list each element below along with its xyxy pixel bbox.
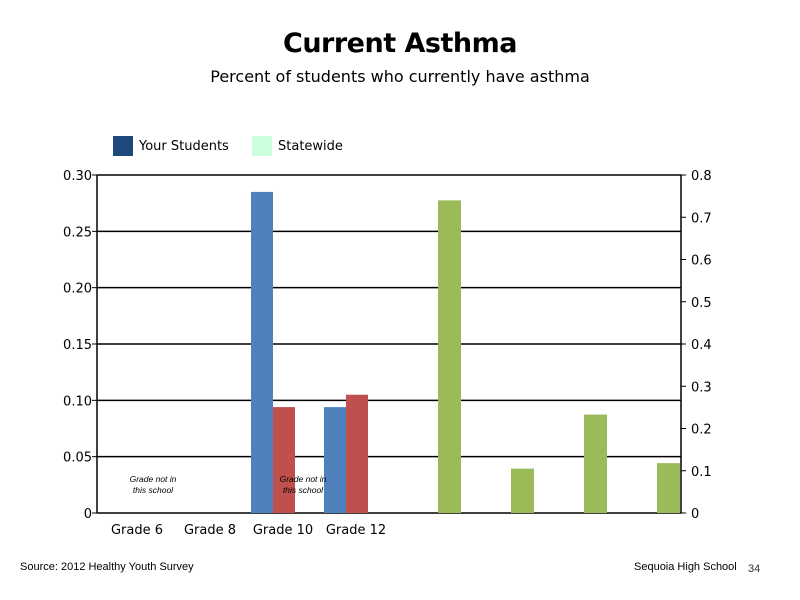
right-tick-label: 0: [691, 507, 699, 522]
annotation-text: Grade not in: [130, 474, 177, 484]
chart-title: Current Asthma: [283, 28, 517, 59]
right-tick-label: 0.4: [691, 338, 712, 353]
right-tick-label: 0.2: [691, 423, 712, 438]
legend-swatch-your-students: [113, 136, 133, 156]
bar: [584, 414, 607, 513]
left-tick-label: 0.05: [63, 451, 92, 466]
source-note: Source: 2012 Healthy Youth Survey: [20, 561, 194, 573]
category-label: Grade 12: [326, 523, 386, 538]
bar: [251, 191, 273, 513]
bar: [657, 463, 680, 513]
category-label: Grade 6: [111, 523, 163, 538]
legend-statewide: Statewide: [252, 136, 343, 156]
legend-your-students: Your Students: [113, 136, 229, 156]
left-tick-label: 0.30: [63, 169, 92, 184]
category-label: Grade 10: [253, 523, 313, 538]
legend-label-statewide: Statewide: [278, 138, 343, 154]
bar: [273, 407, 295, 513]
right-tick-label: 0.3: [691, 380, 712, 395]
bar: [511, 468, 534, 513]
right-tick-label: 0.1: [691, 465, 712, 480]
legend-label-your-students: Your Students: [139, 138, 229, 154]
left-tick-label: 0.15: [63, 338, 92, 353]
annotation-text: this school: [133, 485, 174, 495]
annotation-text: Grade not in: [280, 474, 327, 484]
bar: [324, 407, 346, 513]
left-tick-label: 0.25: [63, 225, 92, 240]
right-tick-label: 0.8: [691, 169, 712, 184]
page-number: 34: [748, 563, 761, 575]
left-tick-label: 0: [84, 507, 92, 522]
right-tick-label: 0.7: [691, 211, 712, 226]
annotation-text: this school: [283, 485, 324, 495]
bar: [346, 394, 368, 513]
right-tick-label: 0.5: [691, 296, 712, 311]
legend-swatch-statewide: [252, 136, 272, 156]
category-label: Grade 8: [184, 523, 236, 538]
school-name: Sequoia High School: [634, 561, 737, 573]
bar: [438, 200, 461, 513]
left-tick-label: 0.20: [63, 282, 92, 297]
chart-subtitle: Percent of students who currently have a…: [210, 67, 590, 86]
left-tick-label: 0.10: [63, 394, 92, 409]
right-tick-label: 0.6: [691, 254, 712, 269]
